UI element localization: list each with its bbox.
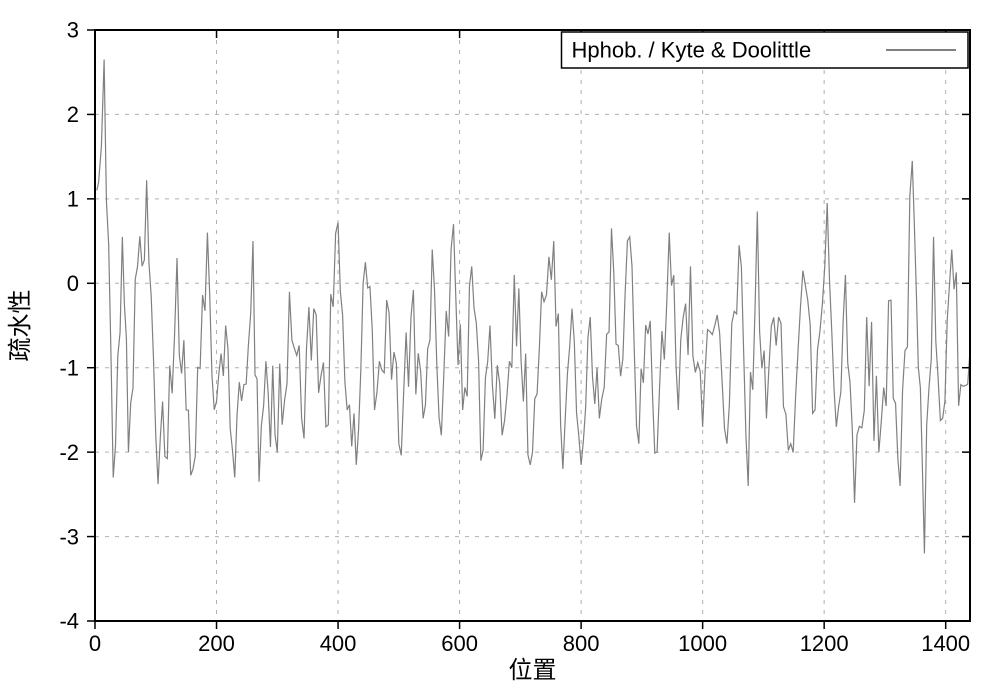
- x-tick-label: 400: [320, 631, 357, 656]
- y-tick-label: 1: [67, 187, 79, 212]
- y-tick-label: 0: [67, 271, 79, 296]
- y-tick-label: -4: [59, 609, 79, 634]
- x-tick-label: 1200: [800, 631, 849, 656]
- y-axis-label: 疏水性: [7, 290, 34, 362]
- x-tick-label: 200: [198, 631, 235, 656]
- y-tick-label: -3: [59, 524, 79, 549]
- x-axis-label: 位置: [509, 657, 557, 684]
- y-tick-label: -2: [59, 440, 79, 465]
- x-tick-label: 0: [89, 631, 101, 656]
- x-tick-label: 1000: [678, 631, 727, 656]
- chart-svg: 0 200 400 600 800 1000 1200 1400 -4 -3 -2 -1 0 1 2 3 位置 疏…: [0, 0, 1000, 696]
- y-tick-label: 3: [67, 18, 79, 43]
- hydropathy-chart: 0 200 400 600 800 1000 1200 1400 -4 -3 -2 -1 0 1 2 3 位置 疏…: [0, 0, 1000, 696]
- y-tick-label: 2: [67, 102, 79, 127]
- y-tick-label: -1: [59, 355, 79, 380]
- x-tick-label: 1400: [921, 631, 970, 656]
- x-tick-label: 800: [563, 631, 600, 656]
- legend-label: Hphob. / Kyte & Doolittle: [572, 38, 812, 63]
- x-tick-label: 600: [441, 631, 478, 656]
